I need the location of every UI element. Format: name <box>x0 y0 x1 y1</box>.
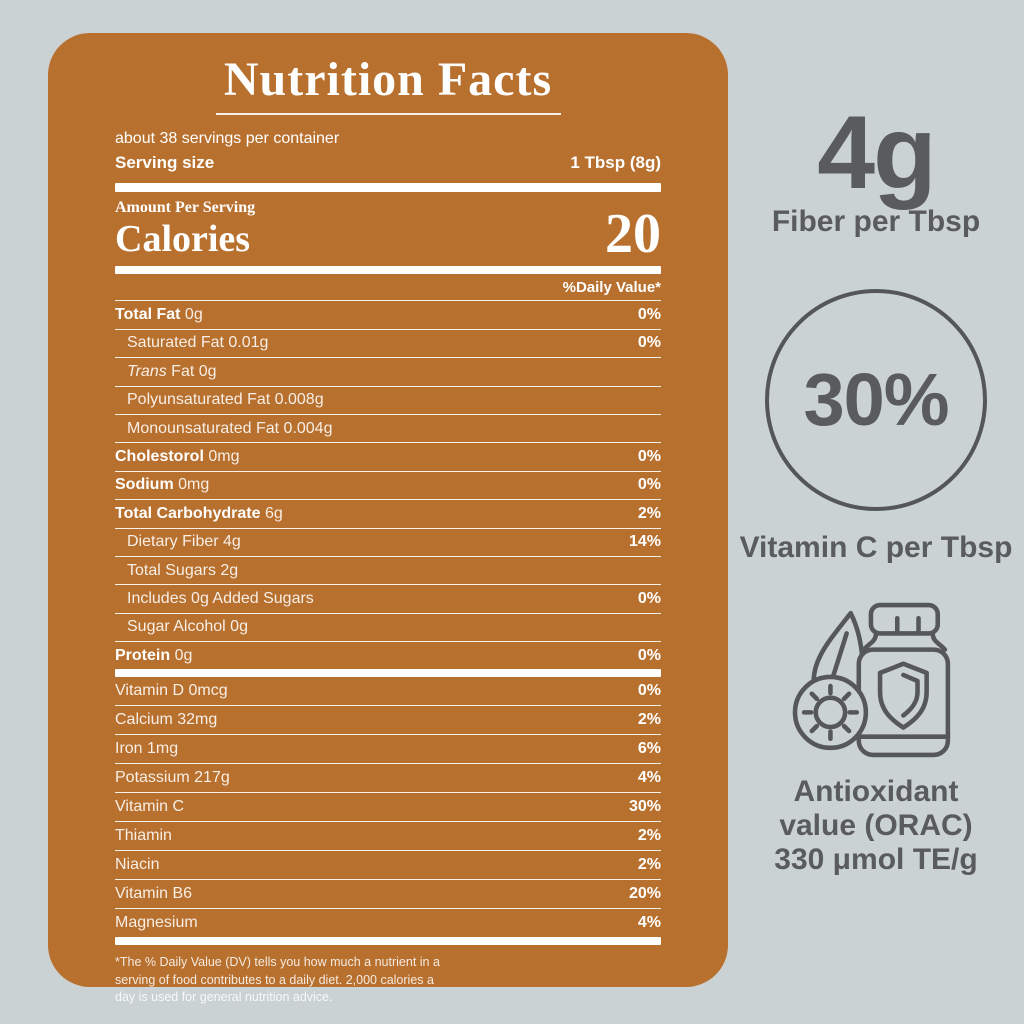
nutrient-row: Sodium 0mg 0% <box>115 470 661 499</box>
nutrition-facts-title: Nutrition Facts <box>223 53 553 106</box>
fiber-highlight: 4g Fiber per Tbsp <box>771 95 981 239</box>
nutrient-rows: Total Fat 0g 0% Saturated Fat 0.01g 0% Trans… <box>115 300 661 669</box>
nutrient-row: Total Fat 0g 0% <box>115 300 661 328</box>
nutrient-row: Thiamin 2% <box>115 822 661 851</box>
thick-divider <box>115 669 661 678</box>
nutrient-row: Vitamin D 0mcg 0% <box>115 677 661 707</box>
nutrient-row: Potassium 217g 4% <box>115 764 661 794</box>
antioxidant-line: 330 μmol TE/g <box>774 842 978 876</box>
nutrient-row: Vitamin B6 20% <box>115 880 661 909</box>
nutrition-facts-panel: Nutrition Facts about 38 servings per co… <box>48 33 728 1004</box>
antioxidant-bottle-shield-icon <box>792 602 951 757</box>
serving-size-value: 1 Tbsp (8g) <box>570 153 661 173</box>
nutrient-row: Total Carbohydrate 6g 2% <box>115 499 661 527</box>
antioxidant-caption: Antioxidant value (ORAC) 330 μmol TE/g <box>774 775 977 877</box>
nutrient-row: Polyunsaturated Fat 0.008g <box>115 385 661 414</box>
nutrient-row: Saturated Fat 0.01g 0% <box>115 328 661 357</box>
daily-value-header: %Daily Value* <box>562 279 661 297</box>
nutrient-row: Dietary Fiber 4g 14% <box>115 527 661 556</box>
calories-block: Amount Per Serving Calories 20 <box>115 199 661 265</box>
nutrient-row: Cholestorol 0mg 0% <box>115 442 661 470</box>
thick-divider <box>115 266 661 275</box>
nutrient-row: Total Sugars 2g <box>115 555 661 584</box>
fiber-label: Fiber per Tbsp <box>771 204 981 238</box>
thick-divider <box>115 183 661 193</box>
vitamin-c-label: Vitamin C per Tbsp <box>739 530 1013 564</box>
calories-value: 20 <box>605 202 661 265</box>
vitamin-c-circle-badge: 30% <box>765 288 987 511</box>
serving-size-row: Serving size 1 Tbsp (8g) <box>115 153 661 173</box>
footnote-line: *The % Daily Value (DV) tells you how mu… <box>115 955 440 970</box>
vitamin-rows: Vitamin D 0mcg 0% Calcium 32mg 2% Iron 1mg 6%… <box>115 677 661 937</box>
serving-size-label: Serving size <box>115 153 215 173</box>
daily-value-footnote: *The % Daily Value (DV) tells you how mu… <box>115 954 495 1007</box>
nutrient-row: Iron 1mg 6% <box>115 735 661 765</box>
amount-per-serving-label: Amount Per Serving <box>115 199 256 217</box>
title-underline <box>215 113 561 116</box>
nutrient-row: Calcium 32mg 2% <box>115 706 661 736</box>
fiber-value: 4g <box>817 95 936 211</box>
nutrient-row: Includes 0g Added Sugars 0% <box>115 584 661 612</box>
thick-divider <box>115 937 661 946</box>
antioxidant-line: value (ORAC) <box>779 808 973 842</box>
nutrient-row: Protein 0g 0% <box>115 641 661 669</box>
vitamin-c-value: 30% <box>803 358 949 442</box>
highlights-sidebar: 4g Fiber per Tbsp 30% Vitamin C per Tbsp <box>728 0 1024 1024</box>
antioxidant-line: Antioxidant <box>793 774 959 808</box>
nutrient-row: Niacin 2% <box>115 851 661 880</box>
calories-label: Calories <box>115 218 251 261</box>
servings-per-container: about 38 servings per container <box>115 130 340 148</box>
footnote-line: day is used for general nutrition advice… <box>115 990 333 1005</box>
nutrient-row: Sugar Alcohol 0g <box>115 612 661 641</box>
nutrient-row: Monounsaturated Fat 0.004g <box>115 413 661 442</box>
nutrient-row: Vitamin C 30% <box>115 793 661 822</box>
footnote-line: serving of food contributes to a daily d… <box>115 972 434 987</box>
nutrient-row: Trans Fat 0g <box>115 357 661 385</box>
nutrient-row: Magnesium 4% <box>115 914 661 932</box>
